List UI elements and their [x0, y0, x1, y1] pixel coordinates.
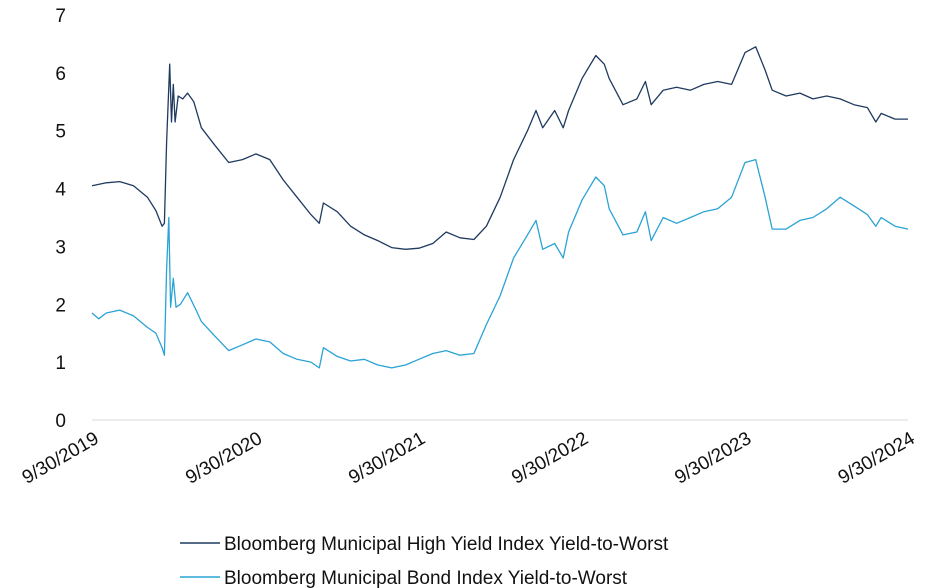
- x-tick-label: 9/30/2022: [508, 428, 592, 488]
- series-line-high-yield: [91, 46, 908, 250]
- x-axis: 9/30/2019 9/30/2020 9/30/2021 9/30/2022 9/30…: [19, 428, 919, 489]
- series-lines: [91, 46, 909, 369]
- y-axis: 0 1 2 3 4 5 6 7: [55, 6, 66, 432]
- x-tick-label: 9/30/2020: [182, 428, 266, 488]
- legend-item-high-yield: Bloomberg Municipal High Yield Index Yie…: [180, 534, 669, 555]
- y-tick-label: 4: [55, 180, 66, 201]
- y-tick-label: 1: [55, 353, 66, 374]
- y-tick-label: 7: [55, 6, 66, 27]
- y-tick-label: 3: [55, 237, 66, 258]
- y-tick-label: 5: [55, 122, 66, 143]
- x-tick-label: 9/30/2024: [835, 428, 919, 489]
- y-tick-label: 6: [55, 64, 66, 85]
- legend-label-high-yield: Bloomberg Municipal High Yield Index Yie…: [224, 534, 669, 555]
- legend: Bloomberg Municipal High Yield Index Yie…: [180, 534, 669, 588]
- series-line-bond-index: [91, 158, 909, 369]
- x-tick-label: 9/30/2021: [345, 428, 429, 488]
- legend-label-bond-index: Bloomberg Municipal Bond Index Yield-to-…: [224, 568, 628, 588]
- x-tick-label: 9/30/2023: [671, 428, 755, 488]
- y-tick-label: 2: [55, 295, 66, 316]
- legend-item-bond-index: Bloomberg Municipal Bond Index Yield-to-…: [180, 568, 628, 588]
- x-tick-label: 9/30/2019: [19, 428, 103, 488]
- y-tick-label: 0: [55, 411, 66, 432]
